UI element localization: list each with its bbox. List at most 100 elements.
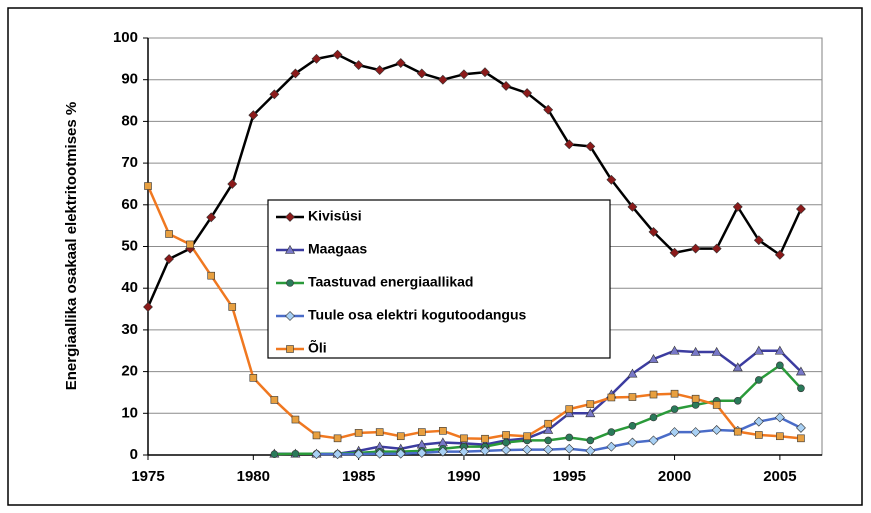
marker [776, 361, 784, 370]
marker [733, 396, 742, 405]
marker [607, 393, 616, 402]
y-tick-label: 50 [121, 237, 138, 254]
legend-label: Taastuvad energiaallikad [308, 274, 473, 290]
marker [285, 212, 295, 222]
marker [649, 390, 658, 399]
marker [501, 445, 511, 455]
marker [774, 412, 785, 423]
marker [459, 69, 469, 80]
marker [270, 396, 279, 404]
marker [353, 60, 364, 71]
marker [670, 405, 679, 413]
y-tick-label: 10 [121, 404, 138, 421]
marker [332, 449, 343, 460]
marker [690, 346, 701, 356]
marker [228, 303, 237, 311]
marker [248, 110, 259, 121]
marker [312, 431, 321, 440]
marker [501, 81, 511, 91]
marker [544, 436, 552, 445]
x-tick-label: 1995 [553, 468, 586, 485]
marker [691, 394, 700, 403]
marker [416, 68, 427, 79]
marker [796, 422, 806, 433]
marker [286, 345, 294, 353]
marker [627, 437, 638, 448]
y-tick-label: 80 [121, 112, 138, 129]
marker [460, 434, 468, 443]
marker [206, 212, 217, 223]
marker [797, 384, 805, 393]
y-tick-label: 60 [121, 196, 138, 213]
marker [732, 201, 743, 212]
marker [796, 204, 806, 214]
marker [249, 374, 258, 382]
marker [544, 419, 552, 428]
marker [143, 302, 153, 312]
marker [627, 201, 638, 212]
marker [333, 434, 342, 443]
marker [628, 422, 637, 430]
marker [353, 449, 364, 460]
marker [711, 346, 722, 356]
marker [649, 413, 658, 422]
marker [753, 416, 764, 427]
marker [144, 182, 152, 190]
marker [522, 444, 533, 455]
legend-box [267, 199, 611, 359]
marker [374, 448, 385, 459]
y-tick-label: 30 [121, 321, 138, 338]
legend: Kivisüsi Maagaas Taastuvad energiaallikad T… [267, 199, 611, 359]
legend-label: Maagaas [308, 241, 367, 257]
marker [565, 433, 574, 442]
marker [648, 353, 659, 363]
x-tick-label: 1980 [237, 468, 270, 485]
marker [648, 435, 659, 446]
series-line [274, 349, 802, 455]
marker [481, 434, 489, 443]
marker [354, 429, 363, 437]
marker [774, 249, 785, 260]
marker [502, 431, 510, 439]
marker [711, 425, 722, 435]
marker [586, 436, 595, 445]
marker [395, 58, 406, 68]
legend-label: Kivisüsi [308, 208, 362, 224]
marker [732, 362, 743, 372]
marker [669, 345, 680, 355]
marker [755, 431, 763, 439]
marker [669, 427, 680, 437]
y-axis-label: Energiaallika osakaal elektritootmises % [63, 102, 80, 390]
marker [418, 428, 426, 436]
marker [332, 49, 343, 60]
marker [585, 141, 596, 152]
x-tick-label: 1975 [131, 468, 164, 485]
marker [774, 345, 785, 355]
marker [164, 254, 174, 264]
marker [628, 393, 637, 401]
y-tick-label: 90 [121, 71, 138, 88]
marker [712, 401, 721, 409]
marker [776, 432, 784, 441]
marker [522, 88, 533, 98]
marker [627, 368, 638, 378]
marker [753, 345, 764, 355]
marker [585, 408, 596, 418]
marker [691, 401, 700, 409]
marker [690, 427, 701, 437]
legend-label: Õli [308, 339, 327, 356]
marker [755, 376, 763, 384]
marker [375, 428, 384, 436]
marker [565, 405, 574, 413]
y-tick-label: 0 [130, 446, 138, 463]
y-tick-label: 70 [121, 154, 138, 171]
marker [459, 446, 469, 457]
marker [606, 174, 617, 185]
marker [585, 445, 596, 456]
marker [564, 443, 575, 454]
marker [543, 104, 554, 115]
marker [669, 247, 680, 258]
marker [480, 67, 490, 78]
marker [543, 444, 554, 455]
marker [207, 271, 215, 280]
